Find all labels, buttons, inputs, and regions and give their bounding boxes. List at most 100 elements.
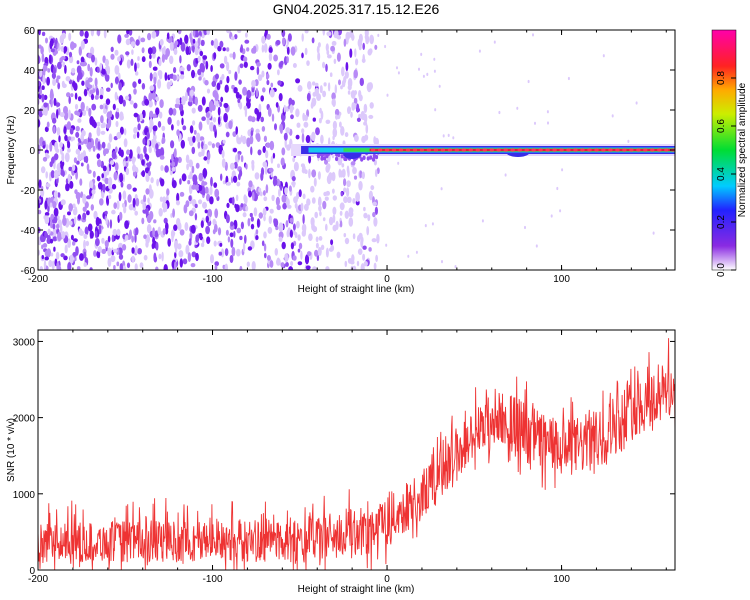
noise-speck xyxy=(153,76,157,85)
noise-speck xyxy=(239,63,244,69)
x-tick-label: -200 xyxy=(28,574,48,585)
noise-speck xyxy=(161,53,165,63)
noise-speck xyxy=(180,139,185,149)
noise-speck xyxy=(147,197,150,204)
snr-frame xyxy=(37,329,676,571)
noise-speck xyxy=(78,46,83,56)
carrier-bead xyxy=(664,148,669,152)
noise-speck xyxy=(155,241,159,251)
noise-speck xyxy=(52,236,58,242)
noise-speck xyxy=(124,128,127,136)
noise-speck xyxy=(201,63,206,73)
y-tick-label: 3000 xyxy=(13,337,36,348)
noise-speck xyxy=(204,79,209,86)
noise-speck xyxy=(274,123,277,131)
noise-speck xyxy=(346,180,351,188)
noise-speck xyxy=(211,80,217,87)
snr-x-label: Height of straight line (km) xyxy=(298,584,415,595)
noise-speck xyxy=(316,45,320,54)
noise-speck xyxy=(288,266,293,270)
noise-speck xyxy=(229,232,234,238)
noise-speck xyxy=(152,125,158,132)
noise-speck xyxy=(179,55,182,64)
noise-speck xyxy=(191,165,195,174)
noise-speck xyxy=(349,48,353,58)
noise-speck xyxy=(174,240,178,250)
noise-speck xyxy=(49,238,54,244)
noise-speck xyxy=(96,159,102,168)
noise-speck xyxy=(317,246,322,256)
noise-speck xyxy=(283,104,286,113)
noise-speck xyxy=(186,154,190,161)
noise-speck xyxy=(207,141,213,146)
noise-speck xyxy=(243,105,248,111)
noise-speck xyxy=(550,214,553,218)
noise-speck xyxy=(341,66,345,77)
noise-speck xyxy=(61,32,66,39)
noise-speck xyxy=(140,37,146,43)
noise-speck xyxy=(151,31,157,39)
noise-speck xyxy=(319,107,322,114)
noise-speck xyxy=(47,228,51,235)
noise-speck xyxy=(264,252,267,259)
noise-speck xyxy=(194,96,198,106)
noise-speck xyxy=(107,257,112,267)
noise-speck xyxy=(177,243,182,250)
noise-speck xyxy=(74,92,78,100)
noise-speck xyxy=(105,217,108,226)
noise-speck xyxy=(348,211,354,218)
noise-speck xyxy=(325,43,329,52)
noise-speck xyxy=(367,49,372,56)
noise-speck xyxy=(325,223,328,231)
noise-speck xyxy=(136,146,141,155)
noise-speck xyxy=(63,110,69,121)
noise-speck xyxy=(201,116,206,121)
noise-speck xyxy=(111,234,115,243)
noise-speck xyxy=(261,35,266,44)
noise-speck xyxy=(133,133,137,139)
noise-speck xyxy=(339,202,345,211)
noise-speck xyxy=(535,244,538,248)
noise-speck xyxy=(104,58,109,67)
noise-speck xyxy=(297,234,301,241)
noise-speck xyxy=(357,38,363,48)
noise-speck xyxy=(226,75,230,84)
noise-speck xyxy=(368,247,372,252)
noise-speck xyxy=(161,125,166,131)
noise-speck xyxy=(304,47,308,56)
noise-speck xyxy=(263,196,268,202)
noise-speck xyxy=(235,126,238,135)
noise-speck xyxy=(176,217,181,227)
noise-speck xyxy=(124,234,129,241)
noise-speck xyxy=(67,140,71,149)
noise-speck xyxy=(158,208,163,217)
noise-speck xyxy=(57,107,61,116)
carrier-bead xyxy=(650,148,655,152)
noise-speck xyxy=(126,262,131,269)
noise-speck xyxy=(198,172,204,182)
noise-speck xyxy=(146,214,152,224)
noise-speck xyxy=(269,208,274,214)
noise-speck xyxy=(152,227,156,238)
noise-speck xyxy=(454,265,457,269)
noise-speck xyxy=(83,239,86,250)
noise-speck xyxy=(376,167,380,174)
noise-speck xyxy=(372,211,376,218)
noise-speck xyxy=(56,223,60,230)
noise-speck xyxy=(145,241,149,248)
noise-speck xyxy=(102,165,107,172)
noise-speck xyxy=(44,126,49,133)
noise-speck xyxy=(346,187,350,198)
carrier-bead xyxy=(384,148,390,152)
noise-speck xyxy=(86,163,90,172)
noise-speck xyxy=(146,224,152,234)
noise-speck xyxy=(104,73,110,82)
noise-speck xyxy=(60,161,64,170)
noise-speck xyxy=(194,47,199,56)
noise-speck xyxy=(424,224,427,228)
noise-speck xyxy=(114,146,118,153)
carrier-bead xyxy=(440,148,446,152)
noise-speck xyxy=(151,46,157,55)
noise-speck xyxy=(397,161,400,165)
noise-speck xyxy=(331,40,337,46)
